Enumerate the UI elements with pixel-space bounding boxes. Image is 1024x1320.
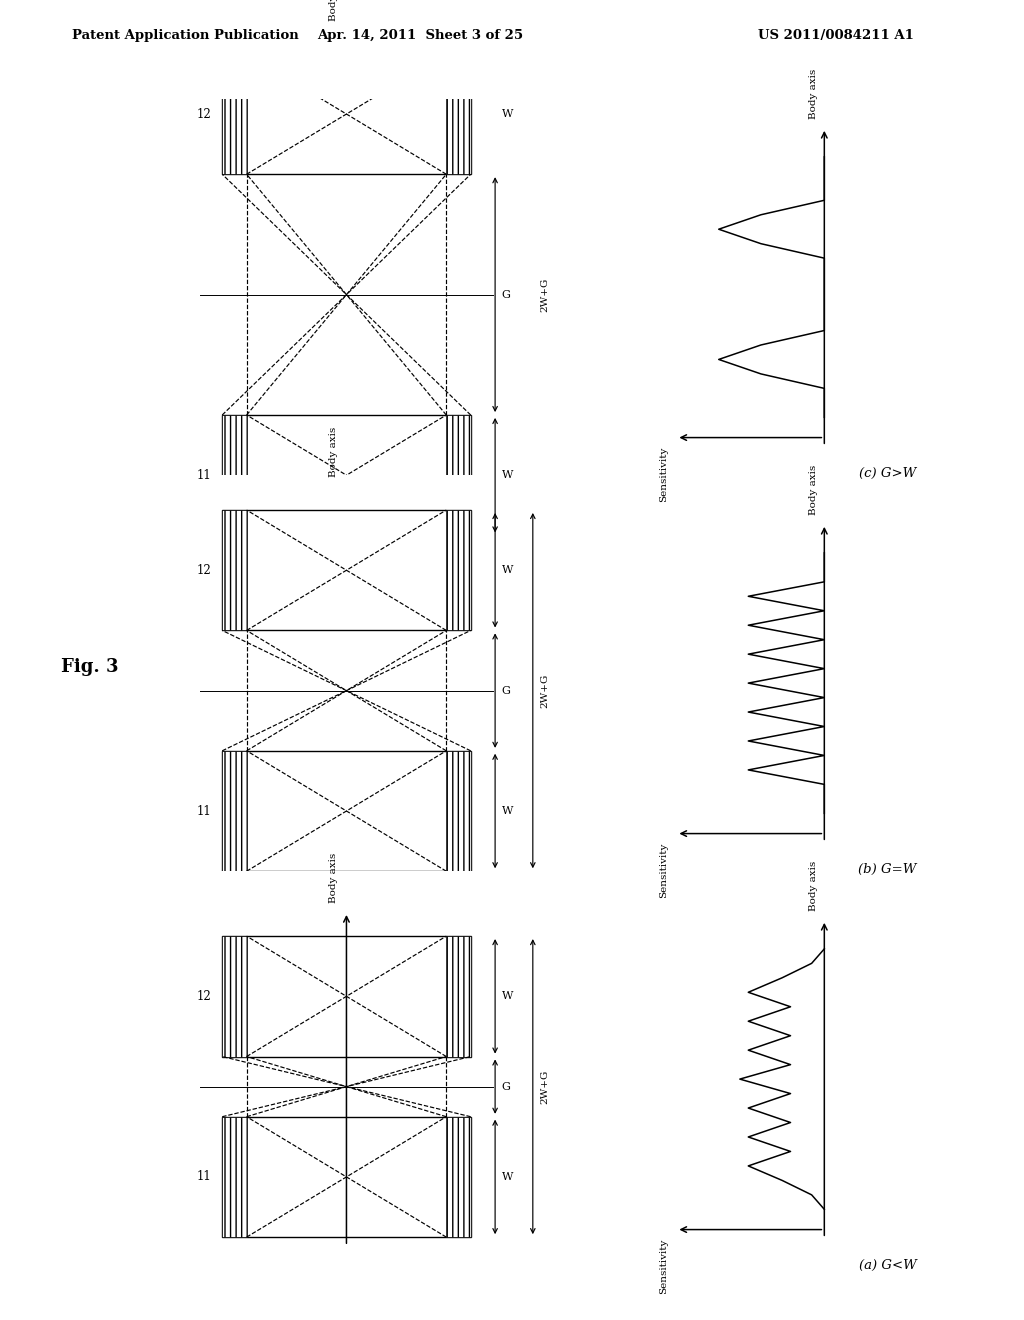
Text: Patent Application Publication: Patent Application Publication [72, 29, 298, 42]
Bar [222, 54, 247, 174]
Text: Sensitivity: Sensitivity [659, 1238, 669, 1294]
Text: Body axis: Body axis [809, 861, 818, 911]
Text: 2W+G: 2W+G [541, 673, 550, 708]
Bar [446, 936, 471, 1056]
Text: 2W+G: 2W+G [541, 1069, 550, 1104]
Bar [222, 54, 471, 174]
Text: 12: 12 [197, 564, 211, 577]
Bar [222, 414, 247, 536]
Bar [222, 510, 471, 631]
Bar [222, 751, 247, 871]
Text: Apr. 14, 2011  Sheet 3 of 25: Apr. 14, 2011 Sheet 3 of 25 [316, 29, 523, 42]
Text: (c) G>W: (c) G>W [859, 466, 916, 479]
Bar [446, 751, 471, 871]
Text: Sensitivity: Sensitivity [659, 842, 669, 898]
Text: Body axis: Body axis [809, 69, 818, 119]
Text: W: W [502, 1172, 513, 1181]
Bar [222, 510, 247, 631]
Text: W: W [502, 807, 513, 816]
Bar [222, 936, 247, 1056]
Bar [446, 1117, 471, 1237]
Text: W: W [502, 110, 513, 119]
Text: 11: 11 [197, 804, 211, 817]
Text: 2W+G: 2W+G [541, 277, 550, 312]
Text: Sensitivity: Sensitivity [659, 446, 669, 502]
Text: 12: 12 [197, 990, 211, 1003]
Text: Body axis: Body axis [329, 0, 338, 21]
Bar [222, 936, 471, 1056]
Text: W: W [502, 991, 513, 1002]
Text: 11: 11 [197, 469, 211, 482]
Bar [446, 414, 471, 536]
Text: G: G [502, 1081, 511, 1092]
Text: 12: 12 [197, 107, 211, 120]
Text: (a) G<W: (a) G<W [859, 1258, 916, 1271]
Text: W: W [502, 470, 513, 480]
Text: 11: 11 [197, 1171, 211, 1184]
Text: Body axis: Body axis [329, 853, 338, 903]
Text: US 2011/0084211 A1: US 2011/0084211 A1 [758, 29, 913, 42]
Text: Body axis: Body axis [809, 465, 818, 515]
Text: Fig. 3: Fig. 3 [61, 657, 119, 676]
Text: G: G [502, 685, 511, 696]
Bar [222, 1117, 471, 1237]
Bar [222, 414, 471, 536]
Bar [446, 54, 471, 174]
Bar [222, 1117, 247, 1237]
Bar [446, 510, 471, 631]
Bar [222, 751, 471, 871]
Text: W: W [502, 565, 513, 576]
Text: G: G [502, 289, 511, 300]
Text: (b) G=W: (b) G=W [858, 862, 916, 875]
Text: Body axis: Body axis [329, 426, 338, 477]
